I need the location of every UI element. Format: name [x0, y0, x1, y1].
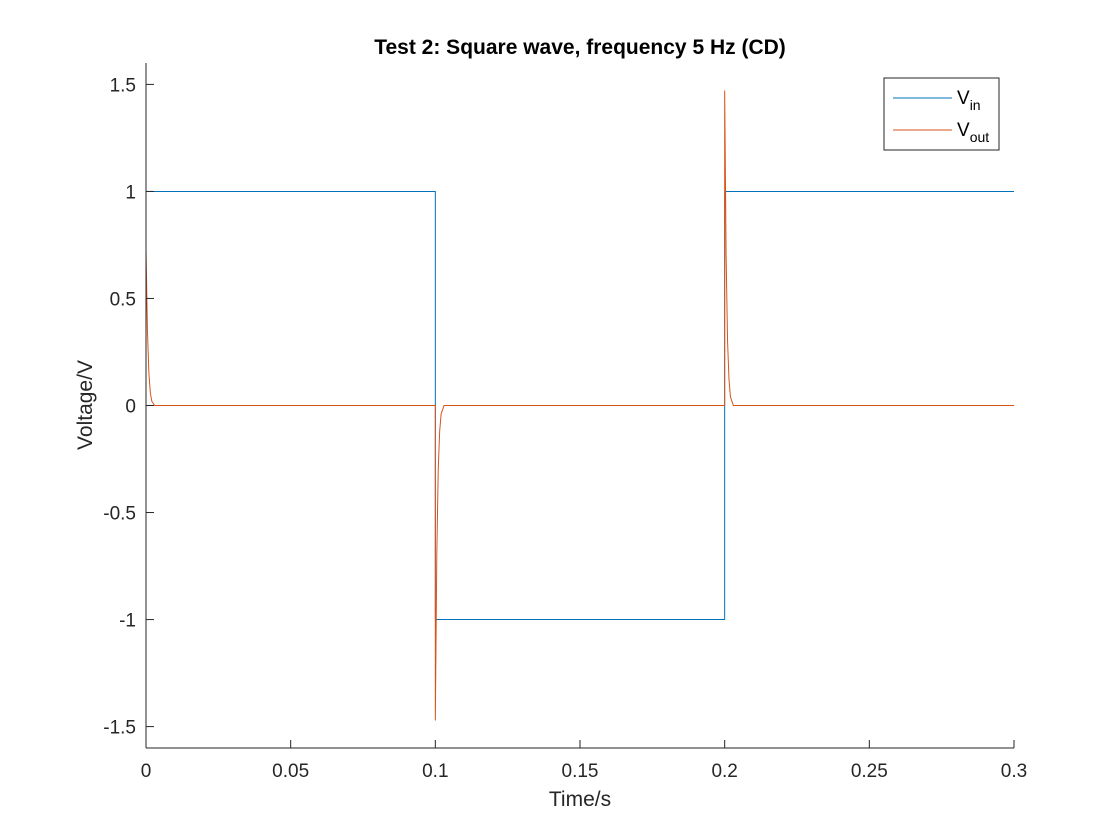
y-tick-label: 0.5: [110, 289, 136, 310]
x-tick-label: 0: [141, 761, 152, 782]
x-tick-label: 0.25: [851, 761, 888, 782]
legend: Vin Vout: [883, 77, 1000, 151]
legend-label-vout: Vout: [957, 120, 989, 145]
x-axis-ticks: 0 0.05 0.1 0.15 0.2 0.25 0.3: [141, 740, 1027, 782]
y-tick-label: 0: [125, 397, 136, 418]
legend-label-vin-main: V: [957, 88, 970, 109]
y-axis-ticks: -1.5 -1 -0.5 0 0.5 1 1.5: [103, 75, 154, 739]
x-axis-label: Time/s: [549, 788, 611, 811]
x-tick-label: 0.15: [562, 761, 599, 782]
legend-label-vout-main: V: [957, 120, 970, 141]
legend-label-vin-sub: in: [970, 97, 981, 113]
y-tick-label: 1: [125, 182, 136, 203]
x-tick-label: 0.3: [1001, 761, 1027, 782]
x-tick-label: 0.2: [711, 761, 737, 782]
y-tick-label: -0.5: [103, 504, 136, 525]
series-line-v-out: [145, 90, 1014, 721]
legend-label-vin: Vin: [957, 88, 981, 113]
y-tick-label: 1.5: [110, 75, 136, 96]
y-tick-label: -1: [119, 611, 136, 632]
legend-label-vout-sub: out: [970, 129, 990, 145]
x-tick-label: 0.05: [272, 761, 309, 782]
y-tick-label: -1.5: [103, 718, 136, 739]
chart-title: Test 2: Square wave, frequency 5 Hz (CD): [374, 36, 786, 59]
series-line-v-in: [146, 190, 1014, 621]
plot-area: 0 0.05 0.1 0.15 0.2 0.25 0.3 -1.5 -1 -0.5 0 0.5 1 1.…: [103, 63, 1027, 782]
series-layer: [145, 90, 1014, 721]
y-axis-label: Voltage/V: [74, 360, 97, 450]
legend-box: [883, 77, 1000, 151]
x-tick-label: 0.1: [422, 761, 448, 782]
